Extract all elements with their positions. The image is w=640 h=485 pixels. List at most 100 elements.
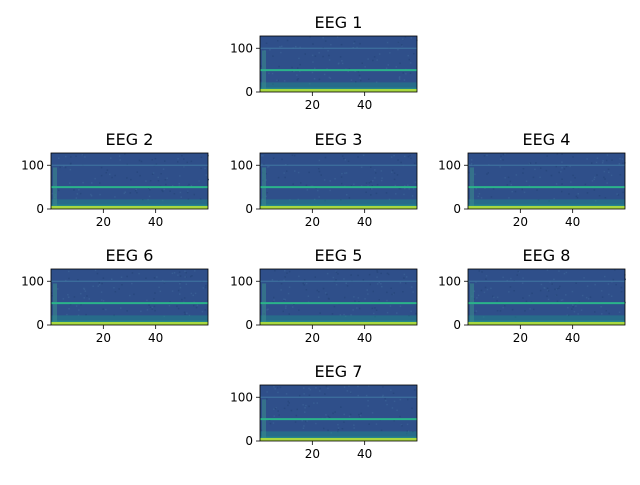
noise-speck xyxy=(370,188,372,190)
noise-speck xyxy=(68,308,70,310)
noise-speck xyxy=(358,301,360,303)
noise-speck xyxy=(304,53,306,55)
noise-speck xyxy=(318,296,320,298)
noise-speck xyxy=(67,294,69,296)
noise-speck xyxy=(595,161,598,164)
noise-speck xyxy=(78,309,80,311)
noise-speck xyxy=(357,71,360,73)
x-tick-label: 40 xyxy=(357,331,372,345)
noise-speck xyxy=(516,274,518,276)
noise-speck xyxy=(350,314,352,316)
noise-speck xyxy=(478,270,480,272)
noise-speck xyxy=(605,310,607,312)
y-tick-label: 100 xyxy=(230,41,253,55)
noise-speck xyxy=(276,79,278,82)
noise-speck xyxy=(572,174,574,177)
noise-speck xyxy=(171,290,174,292)
noise-speck xyxy=(111,278,113,280)
noise-speck xyxy=(335,271,338,273)
noise-speck xyxy=(413,53,415,55)
noise-speck xyxy=(369,283,371,286)
noise-speck xyxy=(502,306,504,309)
noise-speck xyxy=(368,182,371,184)
panel-title: EEG 1 xyxy=(315,13,363,32)
noise-speck xyxy=(111,176,113,179)
noise-speck xyxy=(75,197,78,199)
noise-speck xyxy=(496,299,498,302)
noise-speck xyxy=(262,154,264,157)
noise-speck xyxy=(504,153,506,155)
noise-speck xyxy=(480,197,483,199)
line-noise-harmonic xyxy=(260,280,417,282)
noise-speck xyxy=(571,290,574,293)
noise-speck xyxy=(185,272,187,274)
noise-speck xyxy=(139,174,141,177)
noise-speck xyxy=(326,417,328,419)
noise-speck xyxy=(187,198,190,200)
noise-speck xyxy=(575,282,577,284)
noise-speck xyxy=(596,157,599,159)
noise-speck xyxy=(511,190,513,193)
noise-speck xyxy=(149,306,152,308)
noise-speck xyxy=(162,168,165,170)
noise-speck xyxy=(160,173,162,175)
noise-speck xyxy=(354,70,356,72)
noise-speck xyxy=(393,400,396,403)
noise-speck xyxy=(315,387,317,389)
noise-speck xyxy=(294,170,296,172)
line-noise-band xyxy=(260,418,417,421)
x-tick-label: 40 xyxy=(357,447,372,461)
noise-speck xyxy=(333,305,336,308)
noise-speck xyxy=(348,197,351,199)
noise-speck xyxy=(378,299,380,301)
noise-speck xyxy=(556,153,559,155)
noise-speck xyxy=(59,166,61,169)
noise-speck xyxy=(261,429,263,432)
noise-speck xyxy=(301,419,303,422)
noise-speck xyxy=(281,158,283,161)
noise-speck xyxy=(169,190,171,192)
noise-speck xyxy=(275,407,277,409)
noise-speck xyxy=(390,156,393,158)
noise-speck xyxy=(380,179,383,182)
noise-speck xyxy=(331,313,334,315)
noise-speck xyxy=(324,156,327,159)
noise-speck xyxy=(263,163,265,166)
noise-speck xyxy=(350,274,352,276)
noise-speck xyxy=(485,278,487,280)
noise-speck xyxy=(187,190,189,193)
noise-speck xyxy=(373,312,375,315)
noise-speck xyxy=(293,70,295,73)
noise-speck xyxy=(403,273,406,276)
noise-speck xyxy=(483,155,486,157)
line-noise-harmonic xyxy=(260,164,417,166)
noise-speck xyxy=(308,394,311,396)
noise-speck xyxy=(305,282,308,285)
noise-speck xyxy=(581,294,584,297)
noise-speck xyxy=(392,392,395,394)
noise-speck xyxy=(594,176,596,179)
noise-speck xyxy=(398,76,401,78)
noise-speck xyxy=(500,155,502,158)
noise-speck xyxy=(88,298,90,300)
noise-speck xyxy=(163,315,165,318)
noise-speck xyxy=(468,171,470,174)
noise-speck xyxy=(521,188,523,191)
noise-speck xyxy=(406,430,409,432)
noise-speck xyxy=(575,305,577,307)
noise-speck xyxy=(373,56,376,58)
noise-speck xyxy=(272,301,274,303)
noise-speck xyxy=(153,305,156,308)
noise-speck xyxy=(69,168,72,171)
noise-speck xyxy=(133,293,135,296)
noise-speck xyxy=(571,308,573,310)
noise-speck xyxy=(82,181,84,184)
noise-speck xyxy=(376,183,379,186)
noise-speck xyxy=(475,281,477,283)
noise-speck xyxy=(490,196,493,198)
noise-speck xyxy=(273,296,275,299)
noise-speck xyxy=(129,192,132,194)
noise-speck xyxy=(403,193,405,196)
noise-speck xyxy=(496,296,499,299)
noise-speck xyxy=(558,270,560,272)
